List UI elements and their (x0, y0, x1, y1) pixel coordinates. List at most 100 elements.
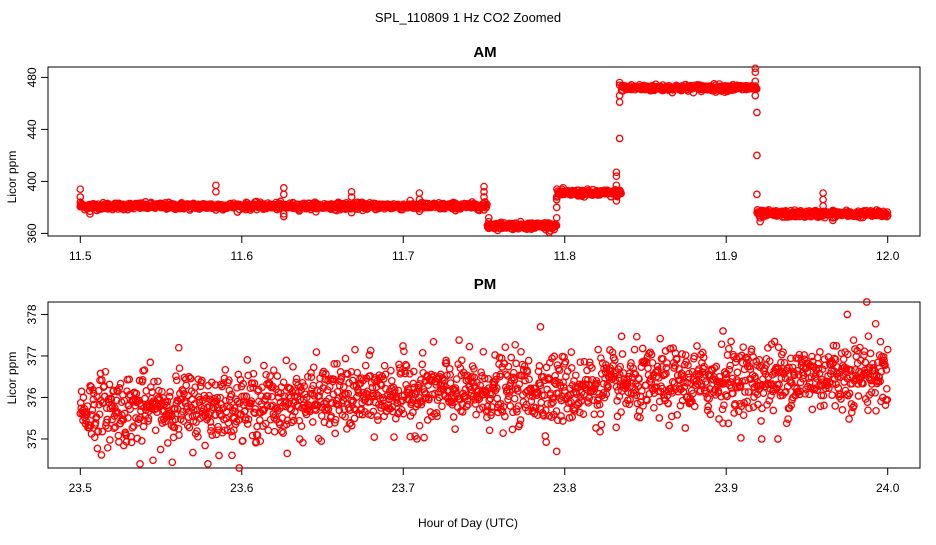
data-point (535, 362, 544, 370)
data-point (576, 358, 585, 367)
data-point (739, 411, 748, 420)
data-point (781, 387, 790, 396)
data-point (401, 369, 410, 378)
data-point (596, 410, 605, 418)
data-point (690, 402, 699, 411)
data-point (659, 355, 667, 363)
data-point (140, 366, 149, 374)
data-point (579, 410, 588, 418)
data-point (733, 368, 742, 377)
data-point (296, 395, 305, 404)
data-point (126, 405, 134, 414)
data-point (172, 372, 180, 381)
data-point (595, 400, 604, 409)
data-point (783, 364, 792, 373)
data-point (867, 388, 876, 396)
data-point (499, 429, 507, 437)
data-point (361, 361, 370, 370)
data-point (665, 421, 673, 430)
data-point (628, 379, 636, 387)
data-point (879, 353, 888, 361)
pm-x-tick-label: 23.7 (392, 481, 416, 495)
data-point (730, 409, 739, 417)
data-point (81, 408, 90, 417)
pm-x-tick-label: 24.0 (876, 481, 900, 495)
data-point (597, 354, 605, 363)
data-point (501, 343, 510, 352)
data-point (401, 360, 410, 369)
data-point (110, 424, 118, 433)
data-point (369, 407, 378, 416)
data-point (550, 352, 559, 361)
data-point (446, 370, 454, 379)
data-point (347, 396, 355, 405)
data-point (679, 387, 688, 396)
data-point (267, 383, 276, 392)
data-point (719, 419, 727, 428)
figure-title: SPL_110809 1 Hz CO2 Zoomed (375, 10, 561, 25)
data-point (163, 439, 172, 447)
data-point (872, 406, 880, 415)
data-point (612, 181, 621, 190)
data-point (588, 364, 596, 372)
data-point (819, 195, 827, 204)
data-point (632, 332, 641, 341)
data-point (551, 371, 559, 380)
data-point (862, 298, 871, 306)
data-point (192, 418, 200, 427)
data-point (462, 402, 471, 411)
data-point (779, 348, 787, 357)
data-point (664, 399, 673, 408)
data-point (479, 347, 488, 356)
data-point (724, 419, 733, 428)
data-point (663, 359, 671, 367)
pm-y-tick-label: 378 (25, 304, 39, 324)
data-point (252, 438, 261, 446)
data-point (324, 405, 333, 414)
pm-panel: PM Licor ppm 23.5 23.6 23.7 23.8 23.9 24.0 375… (5, 276, 921, 495)
data-point (546, 226, 555, 235)
data-point (552, 195, 561, 204)
data-point (800, 351, 809, 359)
data-point (348, 376, 357, 385)
data-point (250, 379, 259, 388)
data-point (483, 413, 491, 422)
pm-x-tick-label: 23.8 (553, 481, 577, 495)
data-point (415, 195, 424, 204)
data-point (615, 81, 624, 90)
data-point (450, 385, 459, 394)
data-point (132, 389, 141, 398)
data-point (125, 375, 134, 384)
data-point (463, 396, 472, 405)
data-point (353, 368, 362, 377)
data-point (515, 380, 524, 389)
data-point (863, 398, 872, 407)
data-point (536, 381, 545, 390)
data-point (214, 422, 222, 431)
data-point (191, 383, 200, 392)
data-point (189, 448, 197, 457)
data-point (388, 403, 397, 411)
data-point (843, 350, 852, 359)
data-point (502, 370, 511, 379)
data-point (113, 387, 122, 396)
data-point (116, 379, 125, 388)
data-point (737, 434, 745, 442)
data-point (508, 425, 517, 434)
data-point (86, 210, 94, 218)
data-point (753, 108, 761, 117)
data-point (470, 364, 478, 373)
pm-y-tick-label: 377 (25, 346, 39, 366)
data-point (613, 397, 621, 405)
data-point (415, 207, 424, 216)
data-point (399, 342, 407, 350)
data-point (182, 381, 191, 390)
data-point (643, 396, 651, 405)
data-point (262, 370, 270, 379)
data-point (415, 421, 424, 430)
data-point (613, 412, 622, 421)
data-point (881, 361, 889, 370)
data-point (312, 348, 321, 356)
data-point (509, 368, 518, 377)
data-point (667, 412, 676, 421)
